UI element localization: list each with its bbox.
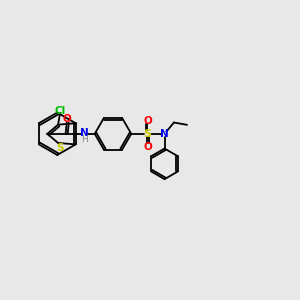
Text: O: O [143, 142, 152, 152]
Text: S: S [56, 143, 63, 153]
Text: N: N [160, 129, 169, 139]
Text: Cl: Cl [55, 106, 66, 116]
Text: S: S [143, 129, 152, 139]
Text: N: N [80, 128, 89, 138]
Text: O: O [62, 114, 71, 124]
Text: O: O [143, 116, 152, 126]
Text: H: H [81, 135, 88, 144]
